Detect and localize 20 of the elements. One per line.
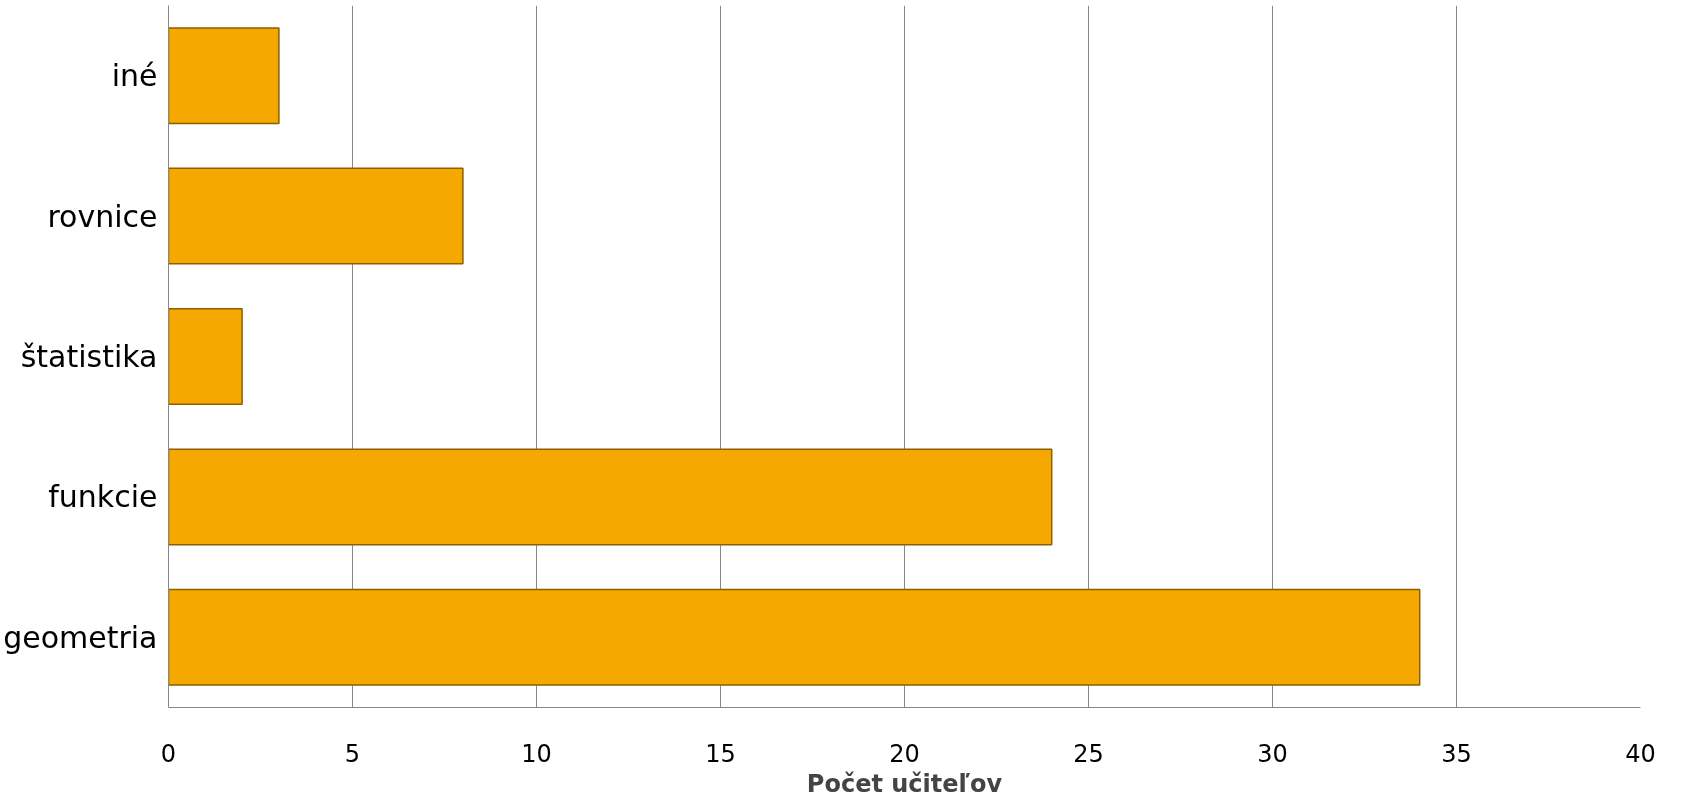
x-tick-label: 0 bbox=[160, 739, 177, 768]
x-tick-label: 10 bbox=[521, 739, 552, 768]
x-tick-label: 15 bbox=[705, 739, 736, 768]
x-axis-title: Počet učiteľov bbox=[806, 769, 1003, 798]
x-tick-label: 25 bbox=[1073, 739, 1104, 768]
y-tick-label: funkcie bbox=[48, 479, 158, 515]
y-tick-label: iné bbox=[111, 58, 158, 94]
y-tick-label: rovnice bbox=[47, 198, 158, 234]
x-tick-label: 40 bbox=[1625, 739, 1656, 768]
x-tick-label: 5 bbox=[344, 739, 361, 768]
bar bbox=[168, 27, 280, 125]
x-tick-label: 20 bbox=[889, 739, 920, 768]
x-tick-label: 30 bbox=[1257, 739, 1288, 768]
x-tick-label: 35 bbox=[1441, 739, 1472, 768]
bar bbox=[168, 167, 464, 265]
y-tick-label: štatistika bbox=[20, 339, 158, 374]
y-tick-label: geometria bbox=[3, 619, 158, 655]
bar bbox=[168, 448, 1053, 546]
bar bbox=[168, 308, 243, 405]
bar bbox=[168, 588, 1421, 686]
